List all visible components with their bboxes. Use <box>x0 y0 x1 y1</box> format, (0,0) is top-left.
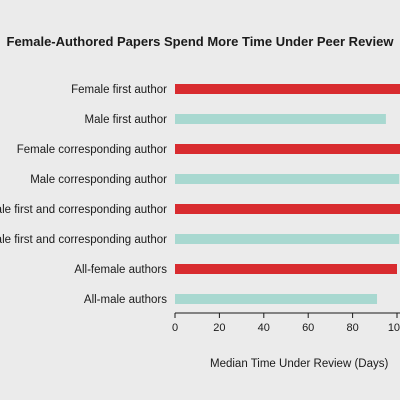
x-tick-label-3: 60 <box>302 322 314 334</box>
x-axis-ticks: 0 20 40 60 80 100 <box>172 313 400 334</box>
chart-title: Female-Authored Papers Spend More Time U… <box>7 34 395 49</box>
bar-0 <box>175 84 400 94</box>
category-label-4: Female first and corresponding author <box>0 204 167 216</box>
bar-1 <box>175 114 386 124</box>
category-label-3: Male corresponding author <box>30 174 167 186</box>
category-label-5: Male first and corresponding author <box>0 234 167 246</box>
category-label-6: All-female authors <box>74 264 167 276</box>
bars-group <box>175 84 400 304</box>
bar-3 <box>175 174 400 184</box>
x-tick-label-5: 100 <box>388 322 400 334</box>
x-tick-label-1: 20 <box>213 322 225 334</box>
x-tick-label-4: 80 <box>346 322 358 334</box>
bar-4 <box>175 204 400 214</box>
category-labels: Female first author Male first author Fema… <box>0 84 167 306</box>
category-label-2: Female corresponding author <box>17 144 167 156</box>
x-tick-label-2: 40 <box>258 322 270 334</box>
category-label-7: All-male authors <box>84 294 167 306</box>
bar-6 <box>175 264 397 274</box>
category-label-1: Male first author <box>85 114 168 126</box>
category-label-0: Female first author <box>71 84 167 96</box>
bar-2 <box>175 144 400 154</box>
x-axis-label: Median Time Under Review (Days) <box>210 358 388 370</box>
x-tick-label-0: 0 <box>172 322 178 334</box>
bar-5 <box>175 234 400 244</box>
bar-7 <box>175 294 378 304</box>
